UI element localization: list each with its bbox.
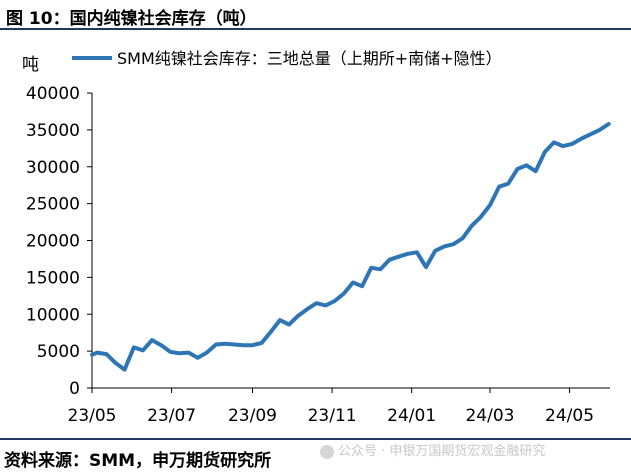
y-tick-label: 0 <box>69 379 80 399</box>
y-tick-label: 40000 <box>26 84 80 104</box>
y-unit-label: 吨 <box>22 55 39 75</box>
y-tick-label: 10000 <box>26 305 80 325</box>
x-tick-label: 24/03 <box>465 406 514 426</box>
series-line <box>90 122 611 372</box>
x-tick-label: 23/05 <box>68 406 117 426</box>
legend-label: SMM纯镍社会库存：三地总量（上期所+南储+隐性） <box>117 49 502 68</box>
x-tick-label: 24/05 <box>545 406 594 426</box>
y-tick-label: 15000 <box>26 268 80 288</box>
watermark-text: 公众号 · 申银万国期货宏观金融研究 <box>338 444 546 459</box>
footer: 资料来源：SMM，申万期货研究所 公众号 · 申银万国期货宏观金融研究 <box>0 438 631 472</box>
y-tick-label: 5000 <box>37 342 80 362</box>
watermark: 公众号 · 申银万国期货宏观金融研究 <box>320 440 545 459</box>
x-axis: 23/05 23/07 23/09 23/11 24/01 24/03 24/05 <box>68 387 610 426</box>
y-tick-label: 20000 <box>26 232 80 252</box>
x-tick-label: 23/11 <box>308 406 357 426</box>
x-tick-label: 23/07 <box>147 406 196 426</box>
y-axis: 0 5000 10000 15000 20000 25000 30000 35000 40000 <box>26 84 93 399</box>
y-tick-label: 25000 <box>26 195 80 215</box>
y-tick-label: 30000 <box>26 158 80 178</box>
legend: SMM纯镍社会库存：三地总量（上期所+南储+隐性） <box>72 49 502 68</box>
y-tick-label: 35000 <box>26 121 80 141</box>
title-bar: 图 10：国内纯镍社会库存（吨） <box>0 0 631 30</box>
x-tick-label: 23/09 <box>228 406 277 426</box>
x-tick-label: 24/01 <box>387 406 436 426</box>
chart-title: 图 10：国内纯镍社会库存（吨） <box>6 9 257 29</box>
wechat-icon <box>320 444 334 459</box>
source-note: 资料来源：SMM，申万期货研究所 <box>4 451 272 471</box>
line-chart: SMM纯镍社会库存：三地总量（上期所+南储+隐性） 吨 0 5000 10000 15… <box>22 49 611 426</box>
